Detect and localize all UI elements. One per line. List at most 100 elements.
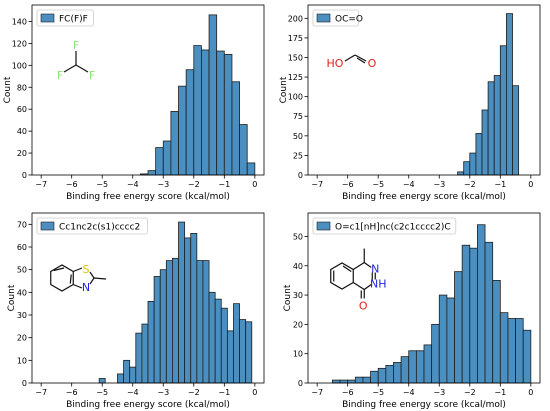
x-tick-label: −6: [342, 180, 354, 189]
histogram-bar: [208, 14, 218, 176]
bond: [73, 267, 83, 273]
histogram-bar: [123, 359, 131, 384]
histogram-bar: [400, 356, 410, 384]
histogram-bar: [202, 260, 210, 384]
x-tick-label: 0: [252, 180, 257, 189]
x-axis-label: Binding free energy score (kcal/mol): [342, 192, 506, 202]
histogram-bar: [347, 379, 356, 384]
histogram-bar: [141, 323, 149, 384]
atom-label: N: [82, 281, 90, 294]
chart-panel-4: −7 −6 −5 −4 −3 −2 −1 0 0 10 20 30 40 50 Binding free e…: [283, 212, 541, 410]
histogram-bar: [393, 362, 402, 384]
legend-label: O=c1[nH]nc(c2c1cccc2)C: [335, 223, 451, 233]
y-tick-label: 10: [17, 356, 27, 365]
histogram-bar: [226, 330, 234, 384]
x-tick-label: −3: [433, 388, 445, 397]
x-tick-label: −2: [188, 180, 200, 189]
y-tick-label: 50: [17, 266, 27, 275]
histogram-bar: [431, 323, 440, 384]
histogram-bar: [172, 257, 179, 384]
y-tick-label: 125: [288, 73, 303, 82]
histogram-bar: [484, 241, 494, 384]
histogram-bar: [423, 344, 433, 384]
legend-swatch: [316, 221, 331, 231]
histogram-bar: [377, 367, 387, 384]
bond: [363, 284, 372, 290]
atom-label: S: [83, 263, 90, 276]
histogram-bar: [165, 260, 173, 384]
y-tick-label: 150: [288, 53, 303, 62]
x-tick-label: −2: [464, 180, 476, 189]
histogram-bar: [170, 110, 179, 176]
histogram-bar: [201, 49, 210, 176]
molecule-structure: HO O: [327, 54, 377, 70]
y-tick-label: 30: [293, 291, 303, 300]
bond: [89, 277, 95, 285]
x-tick-label: −4: [127, 388, 139, 397]
histogram-bar: [246, 162, 256, 176]
x-tick-label: −5: [96, 388, 108, 397]
histogram-bar: [481, 109, 489, 176]
x-tick-label: −7: [35, 180, 47, 189]
x-axis-label: Binding free energy score (kcal/mol): [66, 400, 230, 410]
x-tick-label: −5: [372, 388, 384, 397]
histogram-bar: [415, 350, 425, 384]
bond: [344, 54, 356, 62]
x-tick-label: −1: [494, 388, 506, 397]
histogram-bar: [129, 366, 137, 384]
chart-panel-3: −7 −6 −5 −4 −3 −2 −1 0 0 10 20 30 40 50 60 70 Binding fr…: [7, 212, 265, 410]
histogram-bar: [487, 81, 495, 176]
histogram-bar: [214, 298, 222, 384]
histogram-bar: [475, 133, 483, 176]
histogram-bar: [155, 147, 164, 176]
histogram-bar: [208, 291, 216, 384]
histogram-bar: [147, 300, 155, 384]
y-tick-label: 40: [17, 127, 27, 136]
x-tick-label: −3: [157, 388, 169, 397]
bond: [363, 262, 372, 268]
histogram-bar: [178, 221, 186, 384]
histogram-bar: [438, 294, 448, 384]
histogram-bar: [354, 376, 364, 384]
y-tick-label: 50: [293, 132, 303, 141]
histogram-bar: [461, 244, 471, 384]
histogram-bar: [117, 373, 124, 384]
histogram-bar: [239, 319, 247, 384]
legend-frame: [312, 217, 457, 235]
x-tick-label: −5: [96, 180, 108, 189]
y-axis-label: Count: [7, 284, 17, 311]
y-tick-label: 20: [293, 320, 303, 329]
histogram-bar: [223, 53, 233, 176]
legend-swatch: [40, 221, 55, 231]
y-tick-label: 75: [293, 112, 303, 121]
histogram-bar: [185, 69, 195, 176]
histogram-bar: [499, 312, 509, 384]
axes-frame: [31, 4, 265, 176]
y-tick-label: 175: [288, 34, 303, 43]
histogram-bar: [153, 276, 161, 384]
legend: FC(F)F: [36, 9, 94, 27]
histogram-bar: [477, 224, 486, 384]
histogram-bar: [184, 237, 192, 384]
histogram-bar: [454, 271, 463, 384]
bond: [63, 64, 77, 73]
y-tick-label: 0: [22, 379, 27, 388]
y-tick-label: 40: [293, 262, 303, 271]
x-tick-label: −7: [311, 180, 323, 189]
histogram-bar: [233, 303, 240, 384]
legend-frame: [36, 217, 148, 235]
legend-swatch: [316, 13, 331, 23]
molecule-structure: F F F: [57, 39, 95, 82]
bond: [89, 271, 95, 279]
y-tick-label: 70: [17, 220, 27, 229]
x-tick-label: −1: [218, 180, 230, 189]
x-axis-label: Binding free energy score (kcal/mol): [342, 400, 506, 410]
atom-label: F: [57, 69, 63, 82]
histogram-bar: [507, 318, 516, 384]
axes-frame: [31, 212, 265, 384]
y-tick-label: 50: [293, 232, 303, 241]
axes-frame: [307, 212, 541, 384]
atom-label: O: [368, 57, 377, 70]
atom-label: HO: [327, 57, 344, 70]
